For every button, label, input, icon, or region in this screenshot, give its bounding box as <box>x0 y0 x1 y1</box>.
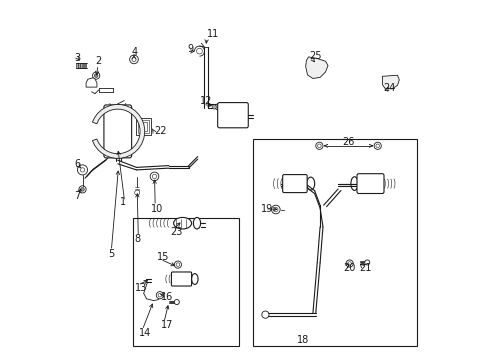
Text: 12: 12 <box>199 96 211 106</box>
Bar <box>84 63 86 68</box>
Text: 4: 4 <box>131 47 137 57</box>
Circle shape <box>79 186 86 193</box>
Bar <box>136 118 151 135</box>
Polygon shape <box>92 104 144 158</box>
Text: 21: 21 <box>359 263 371 273</box>
FancyBboxPatch shape <box>171 272 191 286</box>
Text: 18: 18 <box>296 335 308 345</box>
Polygon shape <box>305 57 327 78</box>
Polygon shape <box>86 78 97 87</box>
Text: 3: 3 <box>75 53 81 63</box>
Circle shape <box>387 79 392 84</box>
Circle shape <box>174 261 181 268</box>
Text: 20: 20 <box>343 263 355 273</box>
Circle shape <box>273 207 277 212</box>
Text: 2: 2 <box>95 56 101 66</box>
Circle shape <box>346 260 352 267</box>
Circle shape <box>261 311 268 318</box>
FancyBboxPatch shape <box>217 103 248 128</box>
Circle shape <box>240 112 247 119</box>
Text: 24: 24 <box>382 83 395 93</box>
Text: 13: 13 <box>134 283 147 293</box>
Ellipse shape <box>350 177 357 190</box>
Bar <box>82 63 84 68</box>
Text: 6: 6 <box>75 159 81 169</box>
Circle shape <box>94 74 98 77</box>
Circle shape <box>317 144 321 148</box>
Circle shape <box>364 260 369 265</box>
Circle shape <box>80 168 84 172</box>
Bar <box>76 63 78 68</box>
Text: 9: 9 <box>186 44 193 54</box>
Circle shape <box>271 205 280 214</box>
Text: 17: 17 <box>161 320 173 330</box>
Text: 19: 19 <box>260 204 272 214</box>
Bar <box>253 139 416 346</box>
Circle shape <box>375 144 379 148</box>
Circle shape <box>158 293 162 297</box>
Bar <box>133 218 239 346</box>
Circle shape <box>134 190 140 195</box>
Polygon shape <box>382 75 399 89</box>
Bar <box>80 63 82 68</box>
Text: 5: 5 <box>107 249 114 259</box>
Circle shape <box>132 57 136 62</box>
Circle shape <box>212 105 216 109</box>
Text: 15: 15 <box>157 252 169 262</box>
Circle shape <box>77 165 87 175</box>
Text: 25: 25 <box>309 51 321 61</box>
Circle shape <box>92 72 100 79</box>
Ellipse shape <box>193 217 200 229</box>
Circle shape <box>315 142 322 149</box>
Circle shape <box>196 48 202 54</box>
Circle shape <box>113 134 122 143</box>
Text: 8: 8 <box>134 234 141 244</box>
Circle shape <box>129 55 138 64</box>
Circle shape <box>176 263 179 266</box>
Circle shape <box>317 67 322 73</box>
Ellipse shape <box>191 274 198 284</box>
Circle shape <box>218 112 225 119</box>
Circle shape <box>309 63 315 68</box>
Bar <box>138 120 148 133</box>
Text: 14: 14 <box>139 328 151 338</box>
Text: 16: 16 <box>161 292 173 302</box>
Text: 23: 23 <box>170 227 183 237</box>
Circle shape <box>152 174 156 179</box>
FancyBboxPatch shape <box>104 105 131 158</box>
Circle shape <box>373 142 381 149</box>
Ellipse shape <box>306 177 314 190</box>
Circle shape <box>156 292 163 299</box>
Text: 26: 26 <box>342 137 354 147</box>
Circle shape <box>347 262 351 265</box>
Text: 10: 10 <box>151 204 163 214</box>
Text: 1: 1 <box>120 197 126 207</box>
FancyBboxPatch shape <box>356 174 383 194</box>
Text: 11: 11 <box>206 29 219 39</box>
Bar <box>140 122 146 131</box>
Circle shape <box>174 300 179 305</box>
Text: 22: 22 <box>153 126 166 136</box>
Circle shape <box>215 104 222 110</box>
Text: 7: 7 <box>75 191 81 201</box>
Ellipse shape <box>173 217 191 229</box>
Circle shape <box>81 188 84 191</box>
FancyBboxPatch shape <box>282 175 306 193</box>
Circle shape <box>150 172 159 181</box>
Bar <box>78 63 80 68</box>
